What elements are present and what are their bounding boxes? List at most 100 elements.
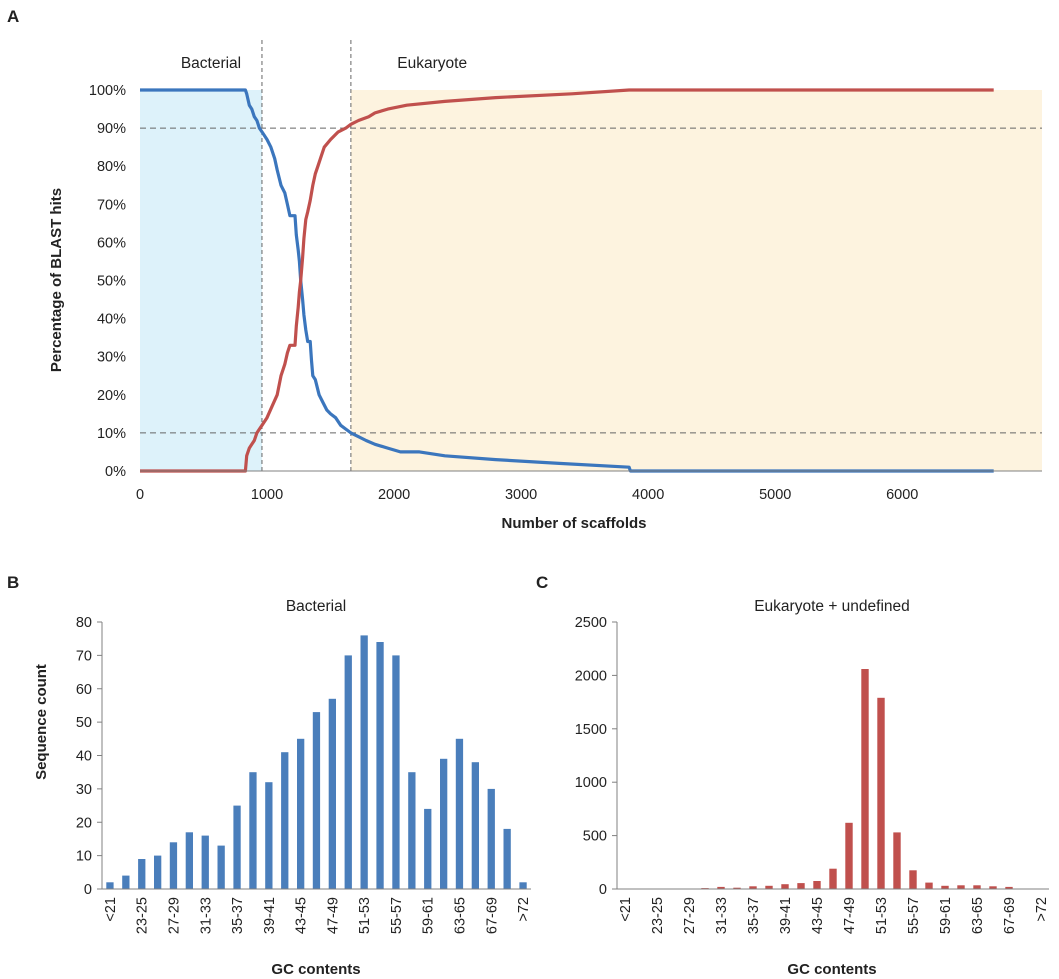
x-tick-label: 47-49 xyxy=(842,897,858,934)
x-tick-label: <21 xyxy=(618,897,634,922)
bar xyxy=(233,805,241,889)
x-tick-label: 39-41 xyxy=(262,897,278,934)
axes xyxy=(612,621,1049,890)
y-tick-label: 2500 xyxy=(575,615,607,631)
bar xyxy=(861,669,869,889)
bar xyxy=(909,870,917,889)
y-tick-labels: 0 10 20 30 40 50 60 70 80 xyxy=(76,615,92,898)
bar xyxy=(440,758,448,889)
panel-c-chart: 0 500 1000 1500 2000 2500 <21 23-25 27-29 31-33 3… xyxy=(575,598,1050,978)
bar xyxy=(957,885,965,889)
y-axis-title: Sequence count xyxy=(33,664,50,780)
y-tick-label: 80 xyxy=(76,615,92,631)
reference-lines xyxy=(140,40,1042,471)
x-tick-label: 23-25 xyxy=(650,897,666,934)
y-tick-label: 500 xyxy=(583,829,607,845)
y-axis-title: Percentage of BLAST hits xyxy=(48,188,65,372)
region-label-bacterial: Bacterial xyxy=(181,55,241,72)
x-tick-label: 35-37 xyxy=(746,897,762,934)
bar xyxy=(941,885,949,889)
x-axis-title: Number of scaffolds xyxy=(501,515,646,532)
x-tick-label: 1000 xyxy=(251,487,283,503)
bar xyxy=(797,883,805,889)
y-tick-label: 50% xyxy=(97,274,126,290)
y-tick-label: 60 xyxy=(76,682,92,698)
y-tick-labels: 0 500 1000 1500 2000 2500 xyxy=(575,615,607,898)
chart-title: Eukaryote + undefined xyxy=(754,598,910,615)
x-tick-label: 47-49 xyxy=(325,897,341,934)
bar xyxy=(328,698,336,889)
axes xyxy=(97,621,531,890)
region-0 xyxy=(140,90,262,471)
x-axis-title: GC contents xyxy=(787,961,876,978)
y-tick-label: 10% xyxy=(97,426,126,442)
x-tick-label: 59-61 xyxy=(421,897,437,934)
y-tick-label: 40% xyxy=(97,312,126,328)
bars xyxy=(106,635,527,889)
x-tick-label: 59-61 xyxy=(938,897,954,934)
chart-title: Bacterial xyxy=(286,598,346,615)
bar xyxy=(973,885,981,889)
x-tick-label: 3000 xyxy=(505,487,537,503)
bar xyxy=(408,772,416,889)
y-tick-label: 0 xyxy=(599,882,607,898)
x-tick-label: 31-33 xyxy=(714,897,730,934)
bar xyxy=(392,655,400,889)
y-tick-label: 70 xyxy=(76,648,92,664)
x-tick-label: 43-45 xyxy=(294,897,310,934)
y-tick-label: 40 xyxy=(76,749,92,765)
bar xyxy=(122,875,130,889)
y-tick-label: 10 xyxy=(76,849,92,865)
x-tick-labels: <21 23-25 27-29 31-33 35-37 39-41 43-45 47-49 51… xyxy=(618,897,1050,934)
panel-a-chart: 0% 10% 20% 30% 40% 50% 60% 70% 80% 90% 100% 0 1000 2… xyxy=(48,40,1042,532)
y-tick-label: 70% xyxy=(97,197,126,213)
bar xyxy=(312,712,321,889)
bar xyxy=(424,808,432,889)
region-label-eukaryote: Eukaryote xyxy=(397,55,467,72)
bar xyxy=(455,738,464,889)
bar xyxy=(893,832,901,889)
x-tick-label: 51-53 xyxy=(874,897,890,934)
bar xyxy=(717,886,725,889)
x-tick-label: 67-69 xyxy=(1002,897,1018,934)
x-tick-labels: <21 23-25 27-29 31-33 35-37 39-41 43-45 47-49 51… xyxy=(103,897,532,934)
bar xyxy=(106,882,114,889)
bar xyxy=(249,772,257,889)
bar xyxy=(877,697,885,889)
bar xyxy=(749,886,757,889)
x-tick-label: 43-45 xyxy=(810,897,826,934)
y-tick-label: 1000 xyxy=(575,775,607,791)
bar xyxy=(138,859,146,889)
bar xyxy=(265,782,273,889)
panel-c-letter: C xyxy=(536,573,548,592)
x-tick-label: 23-25 xyxy=(135,897,151,934)
x-axis-title: GC contents xyxy=(271,961,360,978)
bar xyxy=(765,885,773,889)
bar xyxy=(829,868,837,889)
series-line-0 xyxy=(140,88,994,473)
x-tick-label: >72 xyxy=(1034,897,1050,922)
bar xyxy=(989,886,997,889)
x-tick-label: 5000 xyxy=(759,487,791,503)
bar xyxy=(845,822,853,889)
bar xyxy=(733,887,741,889)
bar xyxy=(376,642,384,889)
x-tick-label: <21 xyxy=(103,897,119,922)
y-tick-label: 60% xyxy=(97,235,126,251)
bar xyxy=(813,881,821,889)
x-tick-label: 4000 xyxy=(632,487,664,503)
bar xyxy=(344,655,352,889)
bar xyxy=(201,835,209,889)
bar xyxy=(503,828,511,889)
y-tick-label: 50 xyxy=(76,715,92,731)
bar xyxy=(360,635,368,889)
y-tick-label: 0% xyxy=(105,464,126,480)
x-tick-label: 6000 xyxy=(886,487,918,503)
bar xyxy=(925,882,933,889)
x-tick-label: 2000 xyxy=(378,487,410,503)
x-tick-label: 35-37 xyxy=(230,897,246,934)
bar xyxy=(185,832,193,889)
bar xyxy=(169,842,178,889)
x-tick-label: 51-53 xyxy=(357,897,373,934)
series-line-1 xyxy=(140,88,994,473)
